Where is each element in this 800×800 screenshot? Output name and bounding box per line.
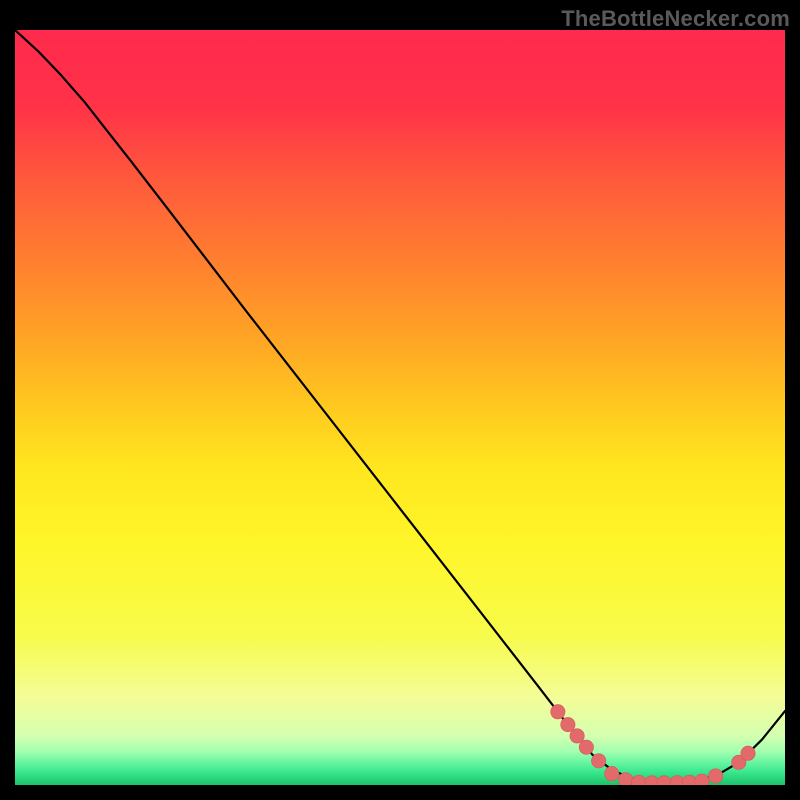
data-marker: [579, 740, 593, 754]
chart-container: TheBottleNecker.com: [0, 0, 800, 800]
data-marker: [741, 746, 755, 760]
data-marker: [551, 705, 565, 719]
attribution-label: TheBottleNecker.com: [561, 6, 790, 32]
data-marker: [618, 773, 632, 785]
gradient-background: [15, 30, 785, 785]
data-marker: [570, 729, 584, 743]
data-marker: [561, 717, 575, 731]
chart-svg: [15, 30, 785, 785]
plot-area: [15, 30, 785, 785]
data-marker: [709, 769, 723, 783]
data-marker: [605, 766, 619, 780]
data-marker: [591, 754, 605, 768]
